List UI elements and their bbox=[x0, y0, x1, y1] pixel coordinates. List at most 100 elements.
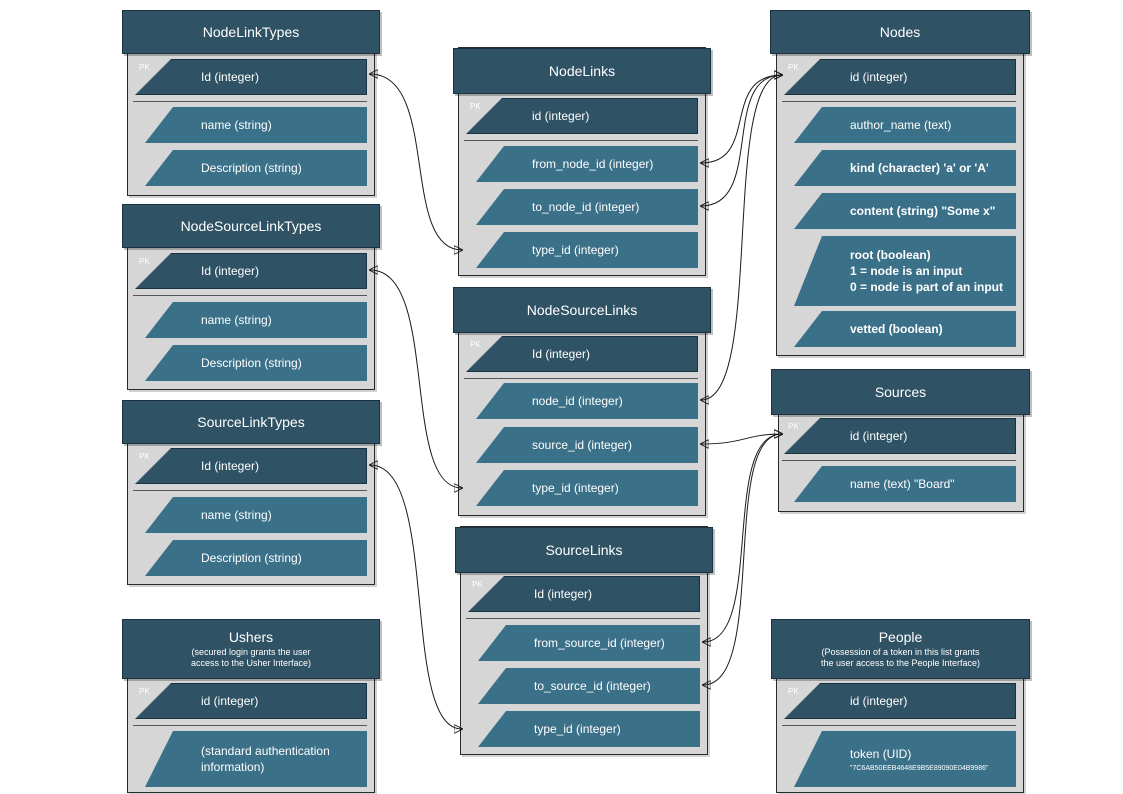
field-label: Id (integer) bbox=[534, 587, 593, 601]
entity-title-bar: Sources bbox=[771, 369, 1030, 415]
field-label: 1 = node is an input bbox=[850, 264, 963, 278]
divider bbox=[466, 618, 700, 619]
entity-title: Ushers bbox=[228, 629, 274, 645]
field-label: vetted (boolean) bbox=[850, 322, 943, 336]
field-label: node_id (integer) bbox=[532, 394, 623, 408]
pk-label: PK bbox=[788, 63, 799, 72]
link-node-source-link-types bbox=[370, 270, 462, 488]
divider bbox=[133, 101, 367, 102]
field-label: name (string) bbox=[201, 508, 272, 522]
divider bbox=[782, 460, 1016, 461]
divider bbox=[133, 490, 367, 491]
entity-title-bar: NodeLinkTypes bbox=[122, 10, 380, 54]
entity-title: Nodes bbox=[879, 24, 921, 40]
field: source_id (integer) bbox=[476, 427, 698, 463]
pk-label: PK bbox=[470, 340, 481, 349]
pk-label: PK bbox=[139, 257, 150, 266]
link-node-source-source bbox=[701, 434, 782, 444]
field: name (text) "Board" bbox=[794, 466, 1016, 502]
field-pk: PK Id (integer) bbox=[133, 448, 367, 486]
field-label: author_name (text) bbox=[850, 118, 952, 132]
entity-title: SourceLinkTypes bbox=[197, 414, 305, 430]
divider bbox=[133, 295, 367, 296]
pk-label: PK bbox=[472, 580, 483, 589]
entity-title-bar: NodeSourceLinks bbox=[453, 287, 711, 333]
field: kind (character) 'a' or 'A' bbox=[794, 150, 1016, 186]
field-label: source_id (integer) bbox=[532, 438, 633, 452]
entity-title: People bbox=[878, 629, 923, 645]
entity-title: Sources bbox=[874, 384, 927, 400]
field: type_id (integer) bbox=[476, 232, 698, 268]
entity-title: SourceLinks bbox=[545, 542, 623, 558]
divider bbox=[133, 725, 367, 726]
entity-subtitle: the user access to the People Interface) bbox=[820, 658, 981, 668]
entity-title: NodeSourceLinkTypes bbox=[180, 218, 322, 234]
field-pk: PK id (integer) bbox=[133, 683, 367, 721]
field-label: name (string) bbox=[201, 313, 272, 327]
field-label: root (boolean) bbox=[850, 248, 931, 262]
entity-title-bar: Ushers (secured login grants the user ac… bbox=[122, 619, 380, 679]
field: author_name (text) bbox=[794, 107, 1016, 143]
field: root (boolean) 1 = node is an input 0 = … bbox=[794, 236, 1016, 306]
field-label: name (text) "Board" bbox=[850, 477, 955, 491]
link-node-link-types bbox=[370, 74, 462, 250]
field-label: from_node_id (integer) bbox=[532, 157, 654, 171]
entity-subtitle: access to the Usher Interface) bbox=[190, 658, 312, 668]
field-pk: PK Id (integer) bbox=[464, 336, 698, 374]
entity-title-bar: SourceLinks bbox=[455, 527, 713, 573]
field-pk: PK id (integer) bbox=[782, 59, 1016, 97]
entity-title-bar: NodeSourceLinkTypes bbox=[122, 204, 380, 248]
field: type_id (integer) bbox=[476, 470, 698, 506]
field-label: Id (integer) bbox=[201, 70, 260, 84]
field-label: token (UID) bbox=[850, 746, 912, 761]
field-label: Id (integer) bbox=[201, 459, 260, 473]
field-label: (standard authentication bbox=[201, 744, 330, 758]
pk-label: PK bbox=[470, 102, 481, 111]
field: name (string) bbox=[145, 497, 367, 533]
link-from-node bbox=[701, 75, 782, 163]
field: from_node_id (integer) bbox=[476, 146, 698, 182]
field-label: Description (string) bbox=[201, 161, 302, 175]
field-label: kind (character) 'a' or 'A' bbox=[850, 161, 989, 175]
entity-subtitle: (Possession of a token in this list gran… bbox=[821, 647, 980, 657]
link-node-source-node bbox=[701, 75, 782, 400]
divider bbox=[464, 378, 698, 379]
field-label: to_node_id (integer) bbox=[532, 200, 640, 214]
divider bbox=[782, 725, 1016, 726]
field-pk: PK Id (integer) bbox=[133, 253, 367, 291]
field-label: id (integer) bbox=[850, 70, 908, 84]
entity-title: NodeLinkTypes bbox=[202, 24, 300, 40]
field-pk: PK id (integer) bbox=[464, 98, 698, 136]
field-label: name (string) bbox=[201, 118, 272, 132]
field-pk: PK Id (integer) bbox=[133, 59, 367, 97]
field: name (string) bbox=[145, 107, 367, 143]
link-from-source bbox=[703, 434, 782, 642]
pk-label: PK bbox=[139, 452, 150, 461]
link-to-node bbox=[701, 75, 782, 206]
field-label: to_source_id (integer) bbox=[534, 679, 651, 693]
field-pk: PK id (integer) bbox=[782, 683, 1016, 721]
field-label: id (integer) bbox=[201, 694, 259, 708]
field: Description (string) bbox=[145, 150, 367, 186]
field-label: Id (integer) bbox=[201, 264, 260, 278]
field-label: type_id (integer) bbox=[532, 243, 619, 257]
field-label: Description (string) bbox=[201, 551, 302, 565]
field: vetted (boolean) bbox=[794, 311, 1016, 347]
field-label: type_id (integer) bbox=[532, 481, 619, 495]
entity-title-bar: Nodes bbox=[770, 10, 1030, 54]
field-label: from_source_id (integer) bbox=[534, 636, 665, 650]
entity-title-bar: People (Possession of a token in this li… bbox=[771, 619, 1030, 679]
field: Description (string) bbox=[145, 540, 367, 576]
field-label: information) bbox=[201, 760, 265, 774]
token-example: "7C6AB50EEB4648E9B5E89090E04B9986" bbox=[850, 764, 989, 772]
link-source-link-types bbox=[370, 465, 462, 729]
field-label: id (integer) bbox=[850, 429, 908, 443]
field-pk: PK id (integer) bbox=[782, 418, 1016, 456]
entity-title-bar: SourceLinkTypes bbox=[122, 400, 380, 444]
field-label: id (integer) bbox=[532, 109, 590, 123]
field: type_id (integer) bbox=[478, 711, 700, 747]
field-label: 0 = node is part of an input bbox=[850, 280, 1004, 294]
pk-label: PK bbox=[139, 63, 150, 72]
field-label: content (string) "Some x" bbox=[850, 204, 996, 218]
field: (standard authentication information) bbox=[145, 731, 367, 787]
